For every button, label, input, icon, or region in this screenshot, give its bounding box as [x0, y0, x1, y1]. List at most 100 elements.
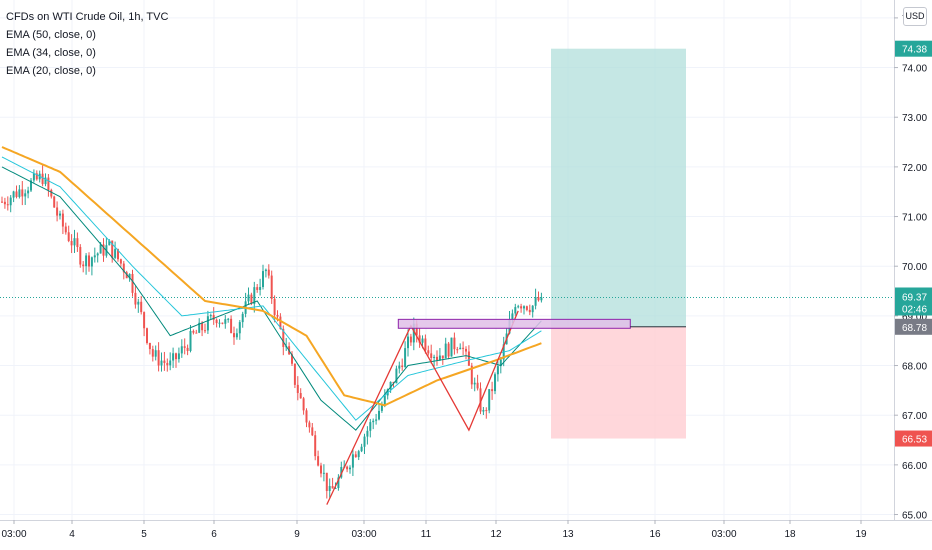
candle-body [308, 422, 311, 428]
candle-body [27, 190, 30, 194]
candle-body [276, 314, 279, 317]
pattern-line [326, 310, 519, 505]
candle-body [195, 332, 198, 334]
candle-body [360, 446, 363, 452]
y-tick-label: 66.00 [902, 461, 927, 472]
candle-body [50, 189, 53, 197]
candle-body [299, 393, 302, 399]
candle-body [177, 353, 180, 360]
candle-body [143, 312, 146, 329]
candle-body [35, 173, 38, 180]
currency-button[interactable]: USD [903, 7, 927, 26]
x-tick-label: 12 [490, 529, 502, 540]
candle-body [70, 240, 73, 246]
price-badge-bg [895, 318, 932, 335]
candle-body [206, 316, 209, 331]
candle-body [61, 213, 64, 227]
candle-body [494, 374, 496, 392]
candle-body [117, 249, 119, 260]
y-tick-label: 65.00 [902, 511, 927, 522]
candle-body [233, 333, 235, 338]
candle-body [433, 356, 436, 359]
candle-body [392, 381, 395, 384]
candle-body [421, 338, 424, 343]
candle-body [262, 271, 264, 288]
resistance-zone [397, 318, 631, 329]
candle-body [453, 337, 456, 350]
candle-body [363, 436, 366, 447]
candle-body [131, 273, 134, 293]
ema20-line [1, 166, 542, 431]
candle-body [346, 466, 349, 470]
legend-ema20: EMA (20, close, 0) [6, 65, 96, 77]
candle-body [380, 405, 383, 411]
candle-body [238, 322, 241, 334]
candle-body [119, 259, 122, 264]
candle-body [354, 454, 357, 458]
candle-body [528, 309, 531, 313]
candle-body [476, 382, 479, 389]
candle-body [224, 319, 227, 324]
candle-body [496, 366, 499, 375]
candle-body [415, 323, 418, 336]
candle-body [291, 354, 293, 364]
candle-body [334, 488, 337, 490]
candle-body [111, 240, 114, 258]
candle-body [32, 173, 35, 181]
candle-body [99, 244, 102, 254]
candle-body [340, 466, 343, 478]
legend-title: CFDs on WTI Crude Oil, 1h, TVC [6, 11, 169, 23]
candle-body [146, 328, 148, 343]
candle-body [267, 269, 270, 276]
price-badge-label: 68.78 [902, 323, 927, 334]
price-badge-label: 66.53 [902, 435, 927, 446]
candle-body [140, 301, 143, 313]
candle-body [296, 384, 299, 394]
price-badge-bg [895, 430, 932, 447]
candle-body [531, 305, 534, 313]
candle-body [253, 287, 256, 304]
candle-body [134, 292, 137, 305]
countdown-label: 02:46 [902, 304, 927, 315]
y-tick-label: 73.00 [902, 113, 927, 124]
candle-body [3, 201, 6, 205]
candle-body [322, 472, 325, 474]
candle-body [175, 353, 177, 360]
candle-body [383, 395, 386, 406]
candle-body [108, 240, 111, 246]
candle-body [73, 238, 76, 246]
candle-body [488, 389, 491, 411]
candle-body [212, 315, 215, 320]
candle-body [320, 465, 322, 474]
candle-body [12, 191, 15, 198]
candle-body [389, 381, 392, 390]
candle-body [499, 359, 502, 367]
candle-body [88, 255, 90, 267]
candle-body [456, 349, 459, 351]
candle-body [273, 298, 276, 315]
price-badge-bg [895, 40, 932, 57]
candle-body [482, 410, 485, 412]
candle-body [537, 297, 540, 301]
x-tick-label: 13 [562, 529, 574, 540]
candle-body [407, 336, 409, 349]
candle-body [24, 193, 27, 197]
candle-body [189, 330, 192, 351]
y-tick-label: 69.00 [902, 312, 927, 323]
candle-body [349, 467, 351, 470]
candle-body [102, 244, 105, 256]
candle-body [259, 287, 262, 290]
candle-body [82, 264, 85, 267]
candle-body [378, 410, 380, 420]
candle-body [369, 422, 372, 431]
candle-body [122, 263, 125, 273]
candle-body [517, 306, 520, 308]
candle-body [53, 196, 56, 208]
candle-body [114, 249, 117, 258]
candle-body [514, 307, 517, 314]
candle-body [21, 189, 24, 197]
candle-body [227, 318, 230, 320]
candle-body [215, 319, 218, 324]
legend-ema50: EMA (50, close, 0) [6, 29, 96, 41]
